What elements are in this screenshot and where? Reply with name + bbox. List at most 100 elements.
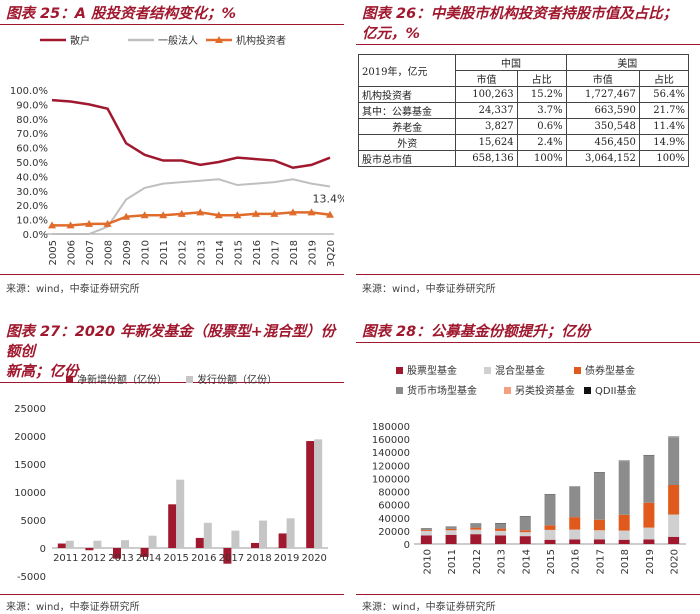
bar-segment (643, 539, 655, 544)
panel-title: 图表 28：公募基金份额提升；亿份 (356, 322, 700, 343)
source-divider (356, 274, 700, 275)
bar-segment (593, 472, 605, 520)
x-tick-label: 2018 (620, 549, 631, 574)
x-tick-label: 2013 (196, 240, 207, 265)
bar-segment (445, 528, 457, 531)
cell: 3,827 (455, 118, 518, 135)
header-value: 市值 (455, 70, 518, 87)
data-point (66, 221, 75, 229)
data-point (326, 210, 334, 218)
x-tick-label: 2005 (48, 240, 59, 265)
y-tick-label: 40.0% (16, 172, 48, 183)
y-tick-label: 20000 (14, 432, 46, 443)
data-point (251, 209, 260, 217)
table-row: 股市总市值 658,136 100% 3,064,152 100% (357, 150, 690, 167)
data-point (233, 211, 242, 219)
source-note: 来源：wind，中泰证券研究所 (6, 284, 140, 295)
cell: 14.9% (638, 134, 690, 151)
panel-26: 图表 26：中美股市机构投资者持股市值及占比； 亿元，% 2019年，亿元 中国… (356, 4, 700, 295)
bar (113, 548, 121, 559)
x-tick-label: 2009 (122, 240, 133, 265)
y-tick-label: 100.0% (10, 86, 48, 97)
data-point (214, 211, 223, 219)
cell: 3.7% (516, 102, 567, 119)
y-tick-label: 0 (404, 540, 410, 551)
x-tick-label: 2012 (472, 549, 483, 574)
bar-segment (618, 514, 630, 531)
y-tick-label: 70.0% (16, 129, 48, 140)
bar-segment (420, 529, 432, 531)
bar (121, 540, 129, 548)
y-tick-label: 10.0% (16, 216, 48, 227)
legend-label: 货币市场型基金 (407, 384, 477, 397)
bar (195, 537, 204, 548)
bar-segment (544, 525, 556, 530)
data-annotation: 13.4% (313, 193, 344, 206)
source-divider (0, 274, 344, 275)
panel-25: 图表 25：A 股投资者结构变化；% 散户 一般法人 机构投资者 0.0% 10.0% 2… (0, 4, 344, 295)
y-tick-label: 180000 (372, 422, 410, 433)
bar (203, 522, 212, 548)
bar-segment (470, 534, 482, 544)
x-tick-label: 2015 (546, 549, 557, 574)
row-label: 机构投资者 (357, 86, 457, 103)
row-label: 外资 (357, 134, 457, 151)
x-tick-label: 2013 (108, 553, 133, 564)
bar-segment (618, 539, 630, 544)
header-share: 占比 (516, 70, 567, 87)
source-note: 来源：wind，中泰证券研究所 (362, 284, 496, 295)
table-row: 其中：公募基金 24,337 3.7% 663,590 21.7% (357, 102, 690, 119)
series-line (52, 178, 331, 235)
y-tick-label: 40000 (378, 514, 410, 525)
y-tick-label: 60.0% (16, 144, 48, 155)
bar (65, 540, 74, 548)
x-tick-label: 2011 (159, 240, 170, 265)
x-tick-label: 2016 (252, 240, 263, 265)
y-tick-label: 140000 (372, 448, 410, 459)
y-tick-label: 5000 (21, 516, 46, 527)
legend-swatch (504, 387, 511, 394)
x-tick-label: 2017 (270, 240, 281, 265)
data-point (159, 211, 168, 219)
panel-title-line1: 图表 26：中美股市机构投资者持股市值及占比； (362, 6, 678, 22)
x-tick-label: 2019 (307, 240, 318, 265)
cell: 11.4% (638, 118, 690, 135)
legend-swatch (396, 387, 403, 394)
cell: 658,136 (455, 150, 518, 167)
data-point (196, 208, 205, 216)
source-note: 来源：wind，中泰证券研究所 (362, 602, 496, 613)
y-tick-label: -5000 (17, 572, 46, 583)
cell: 56.4% (638, 86, 690, 103)
bar-segment (618, 530, 630, 540)
header-value: 市值 (565, 70, 640, 87)
bar (176, 479, 185, 548)
data-point (103, 219, 112, 227)
table-row: 养老金 3,827 0.6% 350,548 11.4% (357, 118, 690, 135)
bar-segment (643, 455, 655, 503)
x-tick-label: 2006 (67, 240, 78, 265)
bar-segment (495, 530, 507, 536)
table-corner: 2019年，亿元 (357, 54, 457, 87)
x-tick-label: 2015 (233, 240, 244, 265)
bar-segment (544, 539, 556, 544)
x-tick-label: 2019 (274, 553, 299, 564)
y-tick-label: 80.0% (16, 115, 48, 126)
bar-segment (470, 527, 482, 530)
y-tick-label: 15000 (14, 460, 46, 471)
header-china: 中国 (455, 54, 567, 71)
cell: 2.4% (516, 134, 567, 151)
y-tick-label: 20.0% (16, 201, 48, 212)
cell: 24,337 (455, 102, 518, 119)
new-fund-bar-chart: 净新增份额（亿份） 发行份额（亿份） -5000 0 5000 10000 15000 200… (14, 373, 328, 583)
panel-title-line1: 图表 27：2020 年新发基金（股票型+混合型）份额创 (6, 324, 336, 360)
bar (278, 533, 287, 548)
legend-label: 净新增份额（亿份） (77, 373, 167, 386)
legend-label: 散户 (70, 34, 90, 47)
y-tick-label: 20000 (378, 527, 410, 538)
x-tick-label: 2007 (85, 240, 96, 265)
data-point (288, 208, 297, 216)
bar-segment (445, 534, 457, 544)
bar-segment (519, 536, 531, 544)
bar (286, 518, 295, 548)
y-tick-label: 0 (40, 544, 46, 555)
